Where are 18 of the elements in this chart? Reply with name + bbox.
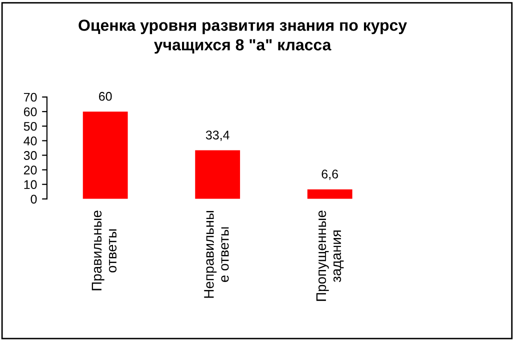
x-tick-label: Пропущенные задания [316, 210, 344, 301]
chart-title: Оценка уровня развития знания по курсу учащихся 8 "а" класса [78, 20, 407, 54]
y-tick-label: 10 [24, 180, 37, 190]
x-tick-label: Правильные ответы [92, 210, 117, 290]
bar [82, 112, 128, 199]
y-tick-label: 0 [30, 194, 37, 204]
data-label: 6,6 [322, 170, 338, 180]
x-tick-label: Неправильны е ответы [204, 211, 229, 298]
y-tick-label: 20 [24, 166, 37, 174]
bar [307, 189, 352, 199]
bar [195, 150, 240, 199]
y-tick-label: 30 [24, 151, 37, 160]
y-tick-label: 60 [24, 107, 37, 116]
data-label: 33,4 [206, 130, 230, 141]
data-label: 60 [99, 92, 112, 101]
y-tick-label: 40 [24, 136, 37, 146]
y-tick-label: 70 [24, 92, 37, 102]
y-tick-label: 50 [24, 122, 37, 131]
